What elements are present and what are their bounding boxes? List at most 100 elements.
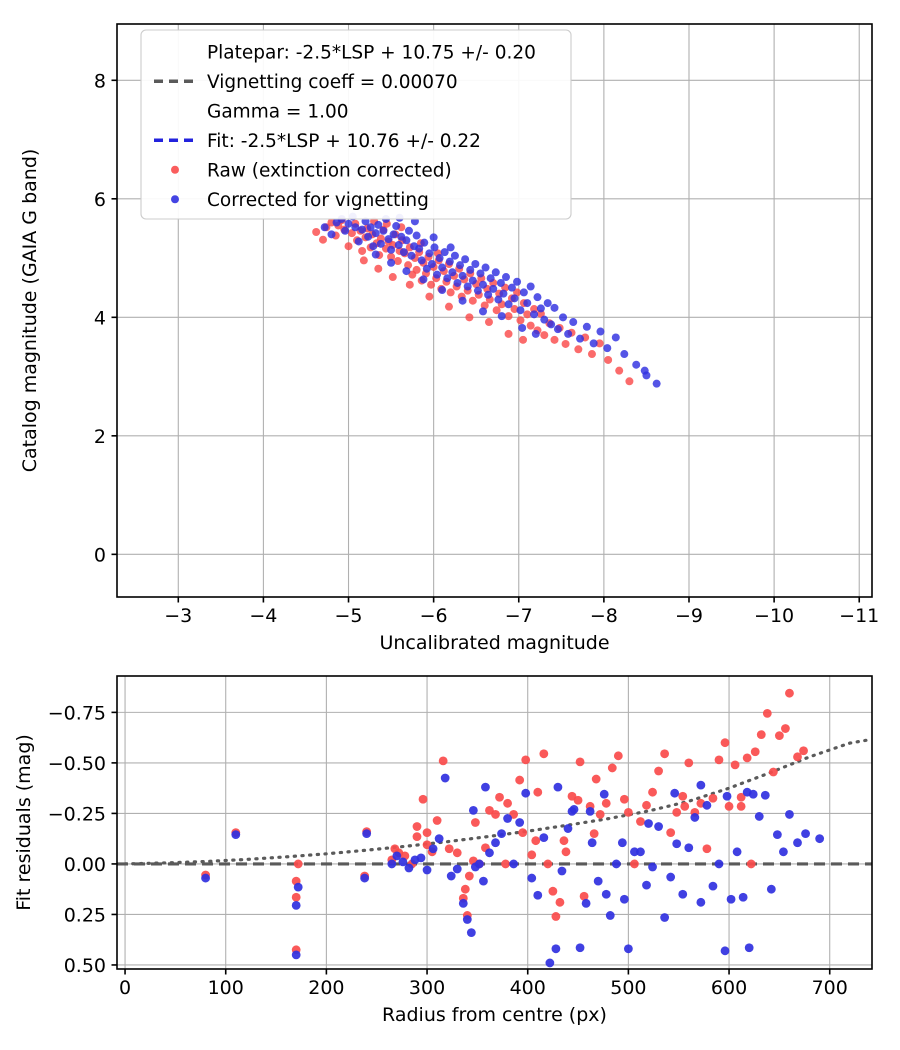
data-point xyxy=(364,232,373,241)
data-point xyxy=(491,810,500,819)
data-point xyxy=(589,829,599,839)
data-point xyxy=(785,810,794,819)
data-point xyxy=(543,299,552,308)
data-point xyxy=(489,284,498,293)
data-point xyxy=(623,807,633,817)
data-point xyxy=(654,766,663,776)
vignetting-model-curve xyxy=(123,738,872,866)
data-point xyxy=(415,244,424,253)
data-point xyxy=(640,366,649,375)
data-point xyxy=(523,310,532,319)
data-point xyxy=(768,767,778,777)
data-point xyxy=(422,264,431,273)
data-point xyxy=(374,220,383,229)
data-point xyxy=(611,333,620,342)
data-point xyxy=(539,749,549,759)
data-point xyxy=(801,829,810,839)
data-point xyxy=(736,801,746,811)
data-point xyxy=(484,318,493,327)
data-point xyxy=(563,824,573,833)
data-point xyxy=(756,730,766,739)
data-point xyxy=(438,756,448,766)
data-point xyxy=(548,886,558,896)
data-point xyxy=(521,788,531,798)
legend-box xyxy=(140,29,572,220)
data-point xyxy=(561,847,571,857)
data-point xyxy=(519,335,528,344)
xtick-label: 700 xyxy=(812,977,848,999)
xtick-label: −6 xyxy=(420,605,448,627)
xtick-label: −8 xyxy=(590,605,618,627)
data-point xyxy=(448,268,457,277)
legend-label: Corrected for vignetting xyxy=(207,190,429,211)
data-point xyxy=(429,233,438,242)
data-point xyxy=(485,848,494,858)
data-point xyxy=(404,226,413,235)
data-point xyxy=(479,280,488,289)
data-point xyxy=(619,794,629,804)
data-point xyxy=(620,350,629,359)
data-point xyxy=(595,810,605,819)
xtick-label: 400 xyxy=(510,977,546,999)
data-point xyxy=(516,316,525,325)
data-point xyxy=(470,818,480,827)
legend: Platepar: -2.5*LSP + 10.75 +/- 0.20 Vigne… xyxy=(140,29,572,220)
data-point xyxy=(605,911,615,920)
data-point xyxy=(468,296,477,305)
legend-dot-marker xyxy=(171,165,179,174)
data-point xyxy=(450,251,459,260)
data-point xyxy=(460,884,470,894)
data-point xyxy=(619,894,629,904)
data-point xyxy=(762,708,772,718)
data-point xyxy=(518,828,528,838)
data-point xyxy=(648,862,657,872)
data-point xyxy=(720,738,730,748)
data-point xyxy=(417,256,426,265)
data-point xyxy=(388,273,397,282)
data-point xyxy=(438,263,447,272)
ytick-label: 0.50 xyxy=(64,955,106,977)
ytick-label: 4 xyxy=(94,307,106,329)
data-point xyxy=(438,286,447,295)
data-point xyxy=(515,818,525,827)
data-point xyxy=(362,829,372,839)
data-point xyxy=(344,242,353,251)
xtick-label: 200 xyxy=(308,977,344,999)
data-point xyxy=(515,775,525,785)
xtick-label: −9 xyxy=(675,605,703,627)
data-point xyxy=(486,274,495,283)
data-point xyxy=(587,350,596,359)
data-point xyxy=(531,329,540,338)
data-point xyxy=(422,865,432,875)
ytick-label: 6 xyxy=(94,189,106,211)
data-point xyxy=(446,871,456,881)
data-point xyxy=(495,792,504,802)
data-point xyxy=(491,268,500,277)
data-point xyxy=(499,289,508,298)
data-point xyxy=(504,300,513,309)
data-point xyxy=(815,834,825,844)
data-point xyxy=(642,800,651,810)
data-point xyxy=(550,303,559,312)
data-point xyxy=(545,958,555,968)
data-point xyxy=(471,259,480,268)
data-point xyxy=(392,851,402,861)
data-point xyxy=(440,248,449,257)
data-point xyxy=(742,753,752,763)
data-point xyxy=(371,250,380,259)
data-point xyxy=(696,897,706,907)
data-point xyxy=(540,331,549,340)
legend-entry: Gamma = 1.00 xyxy=(207,101,349,122)
data-point xyxy=(581,898,591,908)
legend-dot-marker xyxy=(171,195,179,204)
xtick-label: 500 xyxy=(610,977,646,999)
data-point xyxy=(407,251,416,260)
data-point xyxy=(607,763,617,773)
data-point xyxy=(412,265,421,274)
data-point xyxy=(575,943,585,953)
data-point xyxy=(435,254,444,263)
data-point xyxy=(678,889,688,899)
xtick-label: −7 xyxy=(505,605,533,627)
data-point xyxy=(402,267,411,276)
data-point xyxy=(630,859,639,869)
